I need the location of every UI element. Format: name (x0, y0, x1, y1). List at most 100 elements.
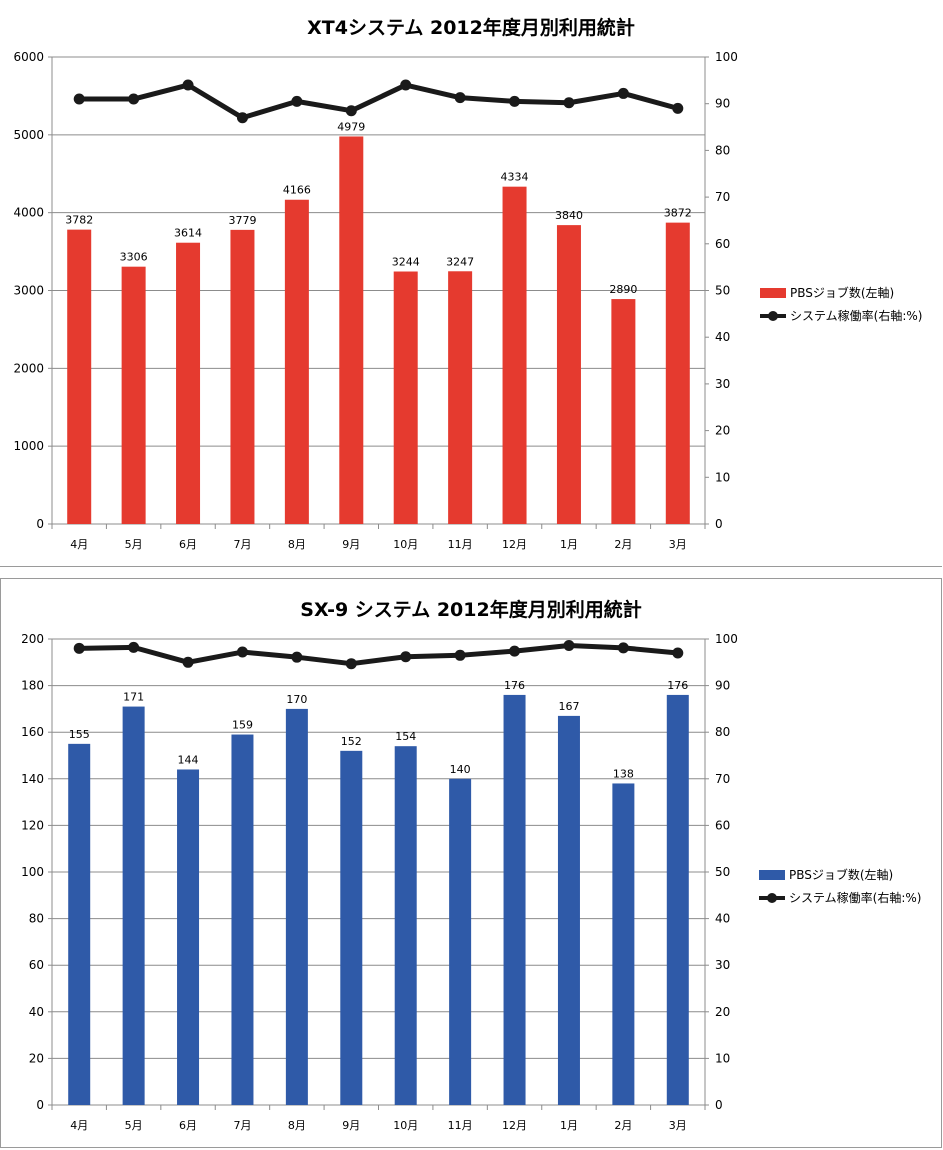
sx9-chart: SX-9 システム 2012年度月別利用統計020406080100120140… (21, 598, 921, 1132)
line-point (617, 642, 629, 654)
line-point (454, 649, 466, 661)
right-axis-ticks: 0 10 20 30 40 50 60 70 80 90 100 (705, 50, 738, 531)
right-tick-label: 100 (715, 50, 738, 64)
line-point (400, 651, 412, 663)
line-point (672, 647, 684, 659)
bar-data-label: 176 (504, 679, 525, 692)
right-tick-label: 90 (715, 679, 730, 693)
x-tick-label: 11月 (448, 538, 473, 551)
right-tick-label: 70 (715, 772, 730, 786)
right-tick-label: 0 (715, 517, 723, 531)
right-tick-label: 50 (715, 865, 730, 879)
x-tick-label: 2月 (614, 538, 632, 551)
bar (665, 222, 690, 524)
gridlines (52, 638, 705, 1106)
bar-data-label: 159 (232, 719, 253, 732)
line-point (563, 640, 575, 652)
legend-line-label: システム稼働率(右軸:%) (790, 308, 922, 323)
chart-title: XT4システム 2012年度月別利用統計 (307, 16, 635, 39)
x-tick-label: 8月 (288, 1119, 306, 1132)
bar (502, 186, 527, 524)
chart-title: SX-9 システム 2012年度月別利用統計 (300, 598, 641, 621)
gridlines (52, 56, 705, 525)
line-point (73, 93, 85, 105)
bar-series: 3782 3306 3614 3779 4166 4979 3244 3247 4334 3840… (65, 120, 692, 524)
left-tick-label: 40 (29, 1005, 44, 1019)
bar (67, 229, 92, 524)
x-tick-label: 7月 (233, 538, 251, 551)
right-axis-ticks: 0 10 20 30 40 50 60 70 80 90 100 (705, 632, 738, 1112)
bar (448, 271, 473, 524)
bar-data-label: 4166 (283, 184, 311, 197)
left-tick-label: 6000 (13, 50, 44, 64)
legend-line-label: システム稼働率(右軸:%) (789, 890, 921, 905)
line-point (291, 651, 303, 663)
legend: PBSジョブ数(左軸) システム稼働率(右軸:%) (759, 867, 921, 905)
right-tick-label: 20 (715, 1005, 730, 1019)
x-tick-label: 6月 (179, 1119, 197, 1132)
bar-data-label: 155 (69, 728, 90, 741)
right-tick-label: 10 (715, 1051, 730, 1065)
right-tick-label: 30 (715, 958, 730, 972)
right-tick-label: 40 (715, 912, 730, 926)
right-tick-label: 50 (715, 284, 730, 298)
bar-data-label: 3244 (392, 256, 420, 269)
left-tick-label: 4000 (13, 206, 44, 220)
x-tick-label: 12月 (502, 1119, 527, 1132)
bar-data-label: 3840 (555, 209, 583, 222)
line-point (563, 97, 575, 109)
bar (611, 299, 636, 524)
bar (394, 746, 417, 1105)
left-tick-label: 180 (21, 679, 44, 693)
x-tick-label: 8月 (288, 538, 306, 551)
bar (393, 271, 418, 524)
x-tick-label: 9月 (342, 538, 360, 551)
right-tick-label: 60 (715, 237, 730, 251)
bar (230, 229, 255, 524)
x-axis-ticks: 4月 5月 6月 7月 8月 9月 10月 11月 12月 1月 2月 3月 (51, 1105, 706, 1132)
x-tick-label: 3月 (669, 1119, 687, 1132)
bar (556, 225, 581, 524)
x-tick-label: 1月 (560, 1119, 578, 1132)
line-point (345, 658, 357, 670)
bar-data-label: 2890 (609, 283, 637, 296)
x-tick-label: 7月 (233, 1119, 251, 1132)
bar (666, 694, 689, 1105)
x-tick-label: 9月 (342, 1119, 360, 1132)
bar-data-label: 170 (286, 693, 307, 706)
x-tick-label: 12月 (502, 538, 527, 551)
left-tick-label: 1000 (13, 439, 44, 453)
legend-bar-label: PBSジョブ数(左軸) (790, 285, 894, 300)
bar-data-label: 3779 (228, 214, 256, 227)
line-point (454, 92, 466, 104)
line-series (73, 640, 684, 670)
right-tick-label: 60 (715, 818, 730, 832)
xt4-chart: XT4システム 2012年度月別利用統計01000200030004000500… (13, 16, 922, 551)
line-point (128, 641, 140, 653)
left-tick-label: 60 (29, 958, 44, 972)
line-point (73, 642, 85, 654)
line-series (73, 79, 684, 124)
bar-data-label: 4979 (337, 120, 365, 133)
bar (122, 706, 145, 1105)
left-tick-label: 160 (21, 725, 44, 739)
bar (449, 778, 472, 1105)
left-tick-label: 20 (29, 1051, 44, 1065)
line-point (400, 79, 412, 91)
x-axis-ticks: 4月 5月 6月 7月 8月 9月 10月 11月 12月 1月 2月 3月 (51, 524, 706, 551)
bar-data-label: 3306 (120, 251, 148, 264)
bar-data-label: 4334 (501, 171, 529, 184)
line-point (291, 95, 303, 107)
bar (231, 734, 254, 1105)
x-tick-label: 5月 (125, 1119, 143, 1132)
bar-data-label: 138 (613, 767, 634, 780)
legend-bar-swatch (760, 288, 786, 298)
line-point (236, 112, 248, 124)
bar (284, 199, 309, 524)
bar-data-label: 154 (395, 730, 416, 743)
bar (339, 136, 364, 524)
line-point (617, 87, 629, 99)
bar-data-label: 144 (178, 753, 199, 766)
x-tick-label: 2月 (614, 1119, 632, 1132)
bar-data-label: 3872 (664, 207, 692, 220)
